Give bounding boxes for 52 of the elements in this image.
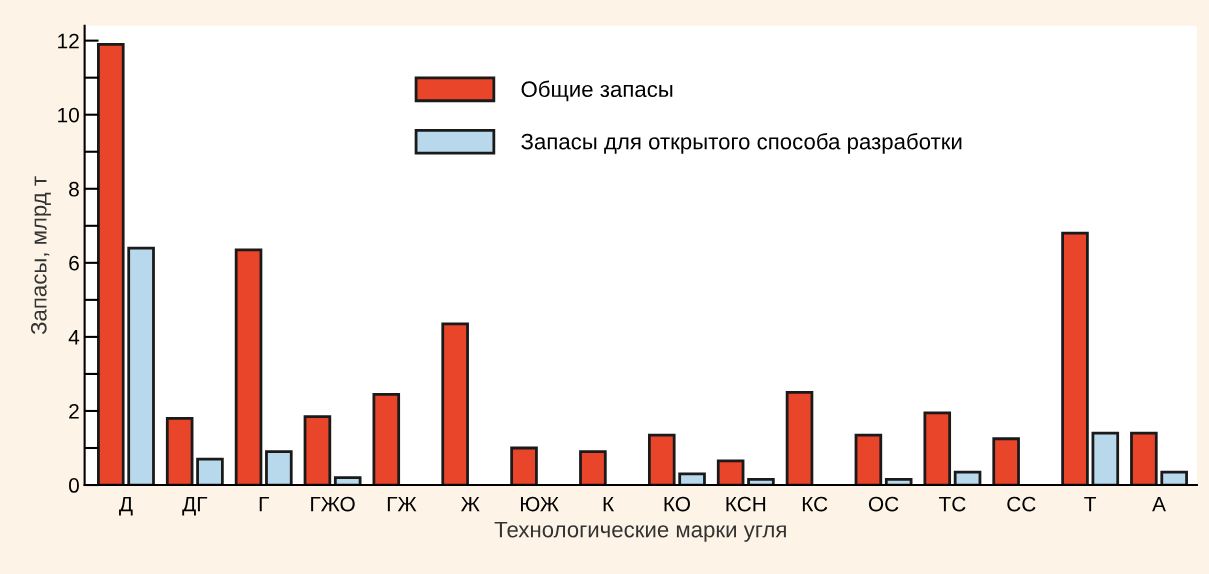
x-tick-label: ГЖ [387, 496, 417, 512]
bar [923, 411, 952, 486]
bar [196, 457, 224, 486]
y-tick-label: 8 [69, 181, 79, 197]
x-tick-label: ГЖО [311, 496, 355, 512]
bar [510, 446, 538, 486]
x-tick-label: Г [259, 496, 269, 512]
bar [1061, 231, 1089, 486]
x-tick-label: ТС [939, 496, 966, 512]
x-tick-label: Д [119, 496, 133, 516]
x-tick-label: КС [802, 496, 828, 512]
bar [234, 248, 263, 486]
x-tick-label: Ж [460, 496, 480, 512]
bar [372, 392, 401, 486]
bar [1130, 431, 1158, 486]
x-tick-label: КО [664, 496, 690, 512]
x-tick-label: К [603, 496, 614, 512]
x-tick-label: ДГ [182, 496, 208, 516]
bar [333, 476, 362, 486]
x-tick-label: А [1152, 496, 1166, 512]
bar [127, 246, 155, 486]
bar [647, 433, 676, 486]
bar [953, 470, 982, 486]
legend-label: Общие запасы [521, 80, 673, 102]
y-tick-label: 10 [58, 107, 79, 123]
bar [165, 416, 194, 486]
bar [747, 478, 775, 486]
bar [1160, 470, 1188, 486]
x-tick-label: ОС [868, 496, 899, 512]
bar [854, 433, 883, 486]
y-tick-label: 4 [68, 330, 80, 345]
x-tick-label: Т [1084, 496, 1097, 512]
y-tick-label: 12 [58, 33, 79, 49]
bar [97, 42, 125, 486]
bar [678, 472, 706, 486]
bar [716, 459, 745, 486]
legend-label: Запасы для открытого способа разработки [521, 132, 962, 154]
y-axis-title: Запасы, млрд т [30, 176, 52, 335]
bar [785, 391, 814, 486]
bar [265, 450, 293, 486]
bar [992, 437, 1020, 486]
x-tick-label: КСН [726, 496, 766, 512]
x-axis-title: Технологические марки угля [494, 521, 786, 542]
y-tick-label: 6 [69, 255, 79, 271]
bar [579, 450, 607, 486]
bar [441, 322, 469, 486]
bar [1091, 431, 1120, 486]
x-tick-label: СС [1007, 496, 1036, 512]
y-tick-label: 0 [69, 478, 79, 493]
x-tick-label: ЮЖ [520, 496, 559, 512]
bar [303, 415, 332, 486]
y-tick-label: 2 [69, 403, 79, 419]
